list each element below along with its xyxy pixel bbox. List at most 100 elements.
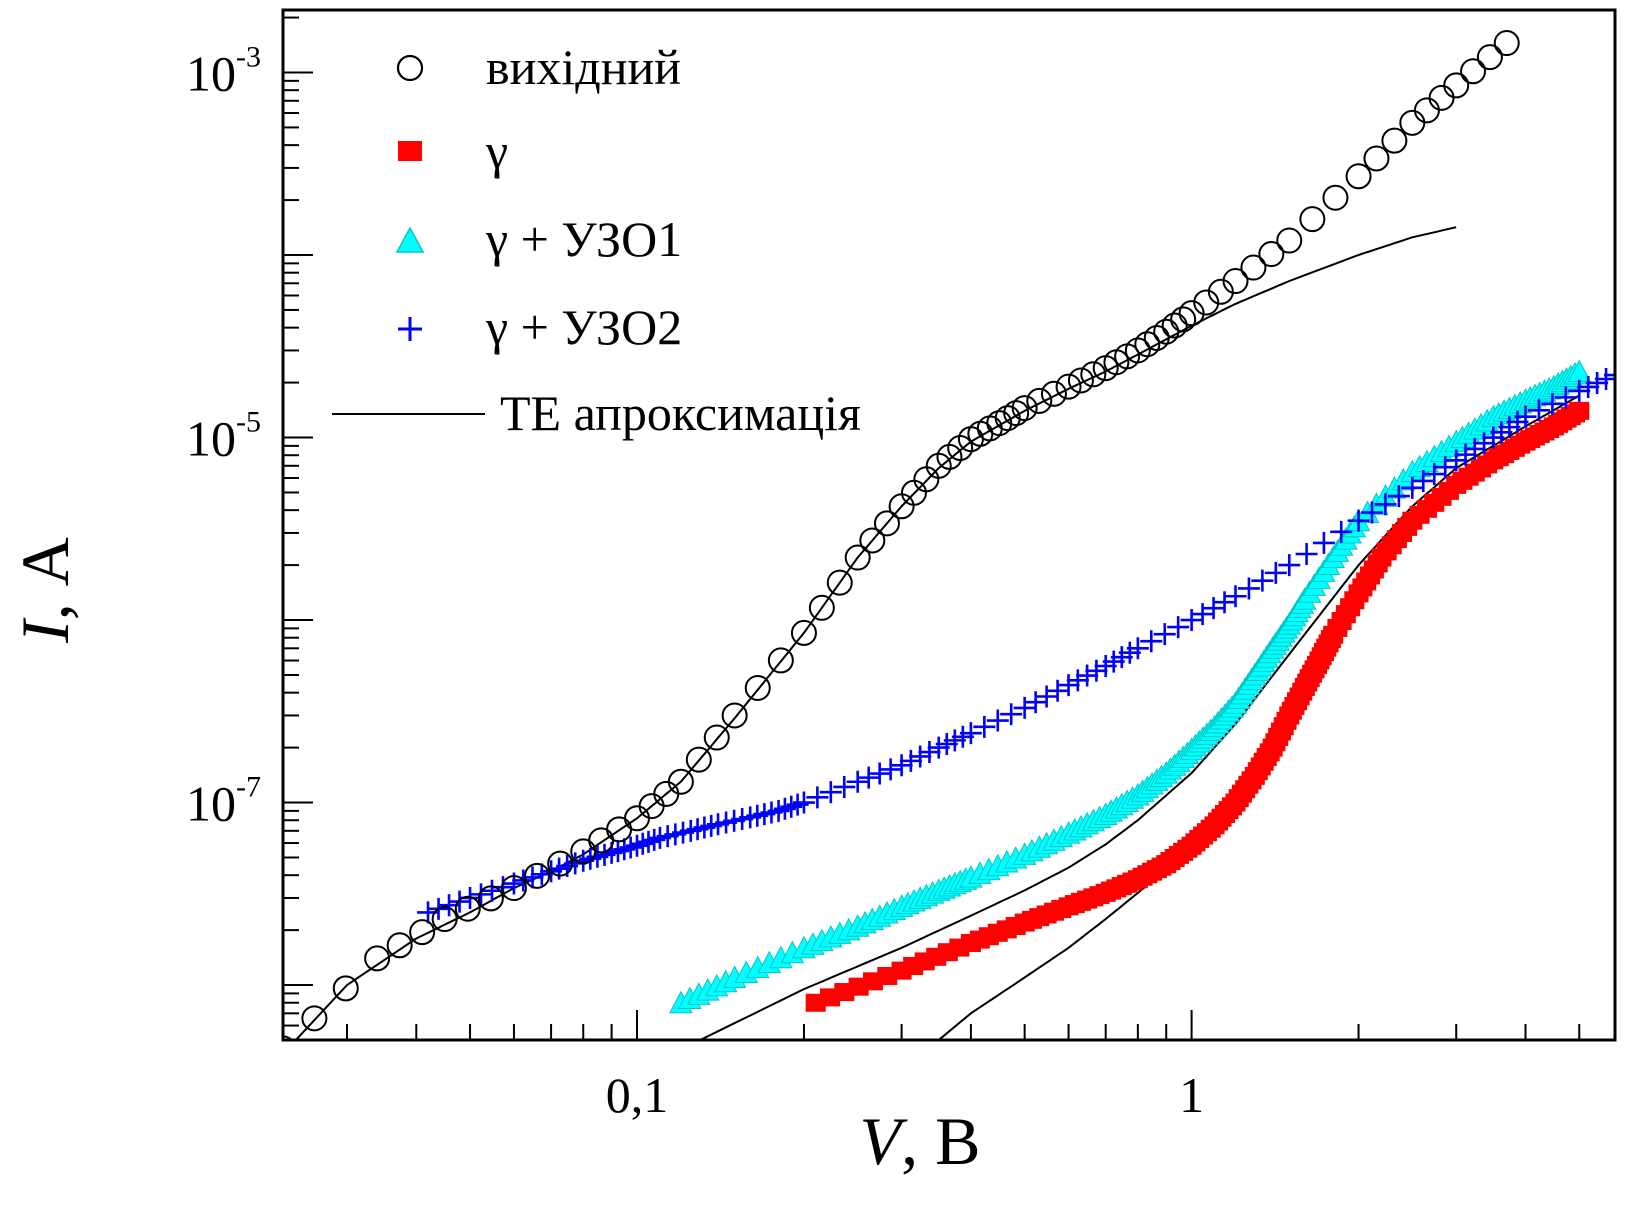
data-point — [1428, 84, 1455, 111]
data-point — [913, 466, 940, 493]
data-point — [667, 768, 694, 795]
data-point — [976, 415, 1003, 442]
data-point — [1237, 577, 1260, 600]
data-point — [1126, 637, 1149, 660]
data-point — [1445, 449, 1468, 472]
data-point — [833, 775, 856, 798]
data-point — [1153, 318, 1180, 345]
data-point — [1153, 623, 1176, 646]
data-point — [685, 746, 712, 773]
y-axis-title: I, А — [7, 537, 83, 644]
data-point — [1568, 379, 1591, 402]
data-point — [1264, 561, 1287, 584]
data-point — [588, 827, 615, 854]
data-point — [1454, 443, 1477, 466]
data-point — [873, 510, 900, 537]
data-point — [767, 647, 794, 674]
data-point — [1360, 501, 1383, 524]
data-point — [909, 745, 932, 768]
data-point — [448, 890, 471, 913]
x-axis-title: V, В — [860, 1103, 981, 1179]
y-tick-label: 10-3 — [186, 40, 261, 101]
data-point — [1013, 696, 1036, 719]
data-point — [364, 945, 391, 972]
data-point — [1167, 616, 1190, 639]
data-point — [1595, 368, 1615, 391]
legend-marker-square — [398, 141, 422, 161]
data-point — [409, 919, 436, 946]
data-point — [1554, 386, 1577, 409]
data-point — [967, 420, 994, 447]
data-point — [1577, 375, 1600, 398]
data-point — [1443, 72, 1470, 99]
data-point — [819, 781, 842, 804]
data-point — [1067, 367, 1094, 394]
data-point — [936, 443, 963, 470]
data-point — [1413, 97, 1440, 124]
te-fit-curve — [699, 394, 1580, 1040]
legend-label: TE апроксимація — [500, 385, 861, 441]
data-point — [947, 435, 974, 462]
data-point — [1240, 254, 1267, 281]
data-point — [1493, 30, 1520, 57]
data-point — [1140, 630, 1163, 653]
data-point — [1000, 703, 1023, 726]
data-point — [1569, 401, 1590, 420]
data-point — [957, 426, 984, 453]
data-point — [1040, 380, 1067, 407]
data-point — [1381, 127, 1408, 154]
axis-ticks — [283, 16, 1581, 1041]
data-point — [1463, 437, 1486, 460]
data-point — [1541, 392, 1564, 415]
data-point — [721, 702, 748, 729]
data-point — [959, 722, 982, 745]
data-point — [1003, 400, 1030, 427]
data-point — [625, 834, 648, 857]
data-point — [1295, 543, 1318, 566]
data-point — [332, 975, 359, 1002]
data-point — [1586, 371, 1609, 394]
data-point — [1399, 109, 1426, 136]
data-point — [631, 832, 654, 855]
data-point — [1035, 685, 1058, 708]
data-point — [643, 828, 666, 851]
data-point — [899, 749, 922, 772]
data-point — [1322, 184, 1349, 211]
data-point — [973, 715, 996, 738]
data-point — [477, 885, 504, 912]
data-point — [1191, 603, 1214, 626]
series-triangle — [669, 359, 1592, 1014]
data-point — [1161, 312, 1188, 339]
data-point — [1374, 493, 1397, 516]
data-point — [806, 786, 829, 809]
plot-area — [283, 30, 1615, 1040]
data-point — [547, 850, 574, 877]
data-point — [1055, 373, 1082, 400]
data-point — [890, 754, 913, 777]
data-point — [1026, 387, 1053, 414]
data-point — [386, 932, 413, 959]
data-point — [470, 883, 493, 906]
data-point — [1024, 691, 1047, 714]
data-point — [868, 762, 891, 785]
data-point — [1085, 659, 1108, 682]
data-point — [918, 741, 941, 764]
data-point — [1011, 395, 1038, 422]
data-point — [792, 791, 815, 814]
data-point — [1046, 679, 1069, 702]
data-point — [1224, 585, 1247, 608]
data-point — [431, 906, 458, 933]
x-tick-label: 1 — [1179, 1067, 1204, 1123]
data-point — [1202, 597, 1225, 620]
data-point — [703, 724, 730, 751]
data-point — [1347, 509, 1370, 532]
data-point — [1604, 364, 1615, 387]
legend-marker-triangle — [395, 226, 425, 253]
data-point — [1345, 163, 1372, 190]
legend-label: γ + УЗО1 — [485, 211, 682, 267]
data-point — [790, 619, 817, 646]
data-point — [1080, 361, 1107, 388]
data-point — [1330, 520, 1353, 543]
data-point — [994, 405, 1021, 432]
